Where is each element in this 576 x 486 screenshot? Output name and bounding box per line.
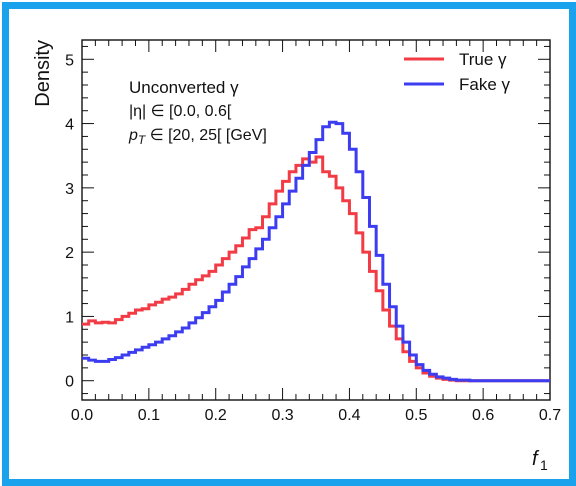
y-axis-label: Density bbox=[32, 40, 54, 107]
annotation-pt-range: pT ∈ [20, 25[ [GeV] bbox=[128, 127, 267, 147]
y-tick-label: 3 bbox=[65, 181, 74, 198]
x-tick-label: 0.3 bbox=[271, 407, 293, 424]
x-tick-label: 0.7 bbox=[539, 407, 561, 424]
y-tick-label: 1 bbox=[65, 309, 74, 326]
x-tick-label: 0.0 bbox=[71, 407, 93, 424]
annotation-conversion: Unconverted γ bbox=[129, 78, 239, 97]
y-tick-label: 5 bbox=[65, 52, 74, 69]
annotation-eta-range: |η| ∈ [0.0, 0.6[ bbox=[129, 103, 232, 120]
annotations: Unconverted γ |η| ∈ [0.0, 0.6[ pT ∈ [20, 2… bbox=[128, 78, 267, 147]
y-tick-label: 0 bbox=[65, 374, 74, 391]
x-tick-label: 0.6 bbox=[472, 407, 494, 424]
annotation-pt-symbol: p bbox=[128, 127, 138, 144]
legend-label: True γ bbox=[459, 50, 507, 69]
x-tick-label: 0.2 bbox=[205, 407, 227, 424]
plot-frame bbox=[81, 39, 551, 401]
legend-label: Fake γ bbox=[459, 75, 511, 94]
series-line-fake-gamma bbox=[82, 120, 550, 383]
x-tick-label: 0.1 bbox=[138, 407, 160, 424]
y-tick-label: 2 bbox=[65, 245, 74, 262]
x-axis-label-subscript: 1 bbox=[540, 457, 548, 473]
x-axis-label: f bbox=[532, 448, 540, 470]
y-tick-label: 4 bbox=[65, 117, 74, 134]
x-tick-label: 0.4 bbox=[338, 407, 360, 424]
annotation-pt-range-values: ∈ [20, 25[ [GeV] bbox=[145, 127, 267, 144]
legend: True γ Fake γ bbox=[404, 50, 511, 94]
series-line-true-gamma bbox=[82, 155, 550, 383]
x-tick-label: 0.5 bbox=[405, 407, 427, 424]
annotation-pt-subscript: T bbox=[138, 133, 147, 147]
